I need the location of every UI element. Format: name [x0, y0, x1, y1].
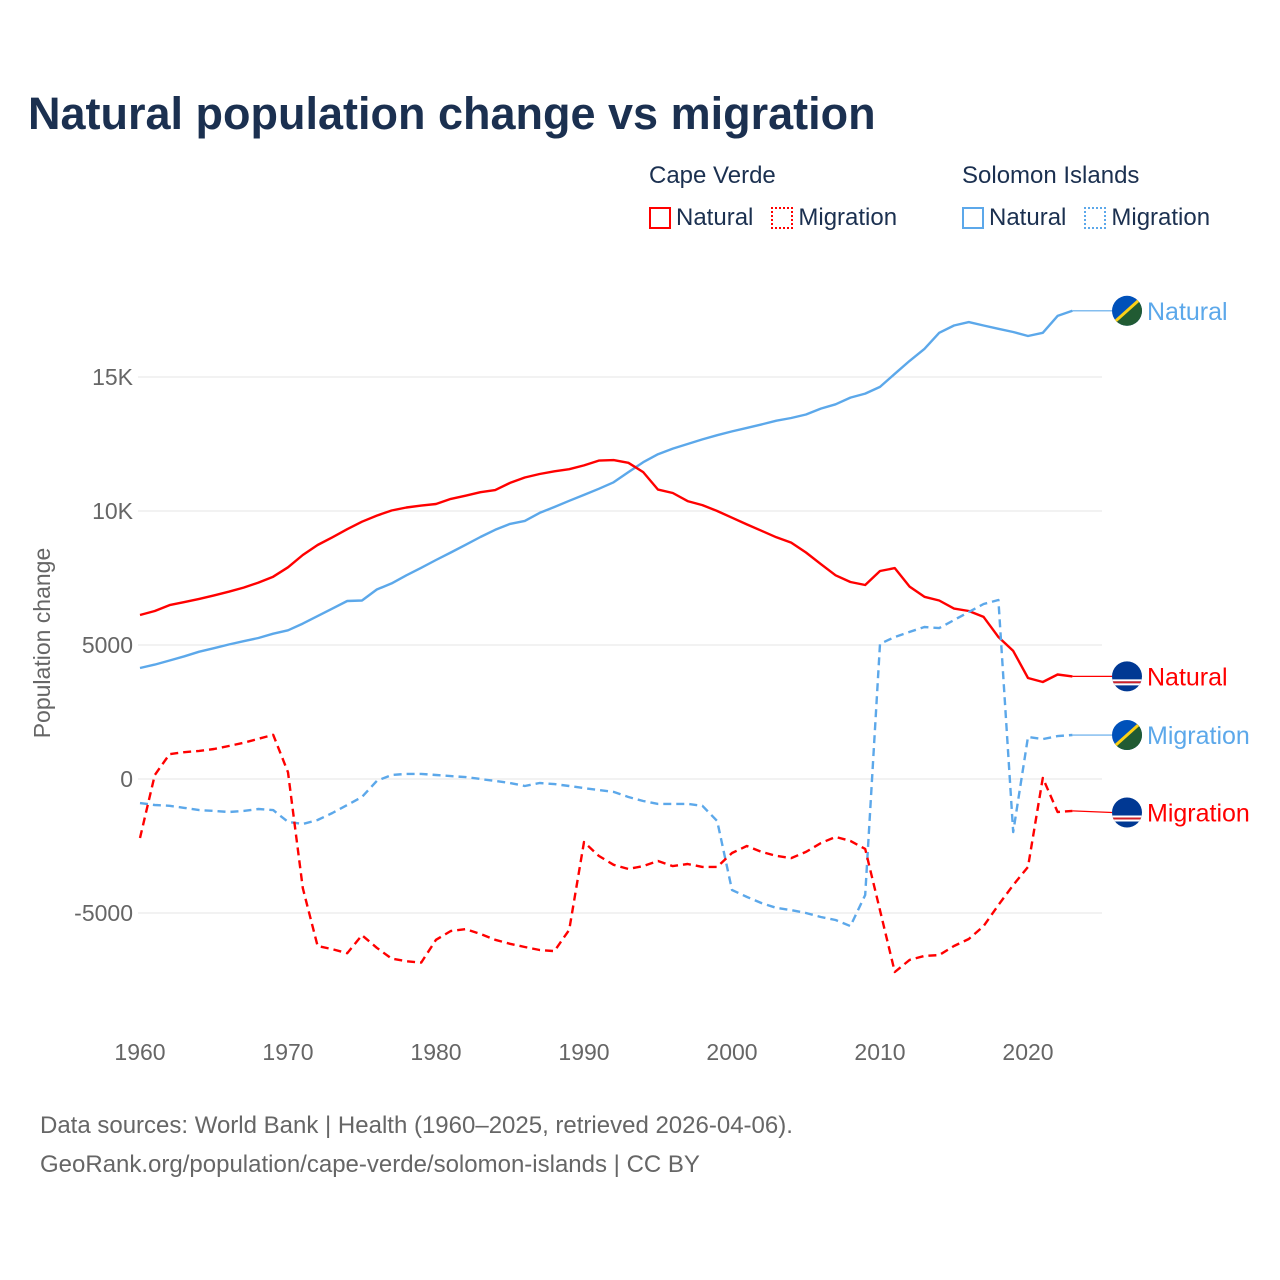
legend-item-si-natural[interactable]: Natural [962, 204, 1066, 232]
x-tick-label: 1990 [558, 1039, 609, 1065]
end-label: Natural [1147, 663, 1228, 691]
solid-swatch-icon [649, 207, 671, 229]
series-lines [138, 309, 1073, 974]
cape-verde-flag-icon [1112, 797, 1142, 828]
legend-item-cv-natural[interactable]: Natural [649, 204, 753, 232]
x-tick-label: 2010 [854, 1039, 905, 1065]
x-tick-label: 2020 [1002, 1039, 1053, 1065]
data-source-text: Data sources: World Bank | Health (1960–… [40, 1112, 793, 1139]
legend-group-name: Solomon Islands [962, 162, 1140, 189]
y-axis-ticks: -5000 0 5000 10K 15K [74, 364, 133, 926]
label-connector [1072, 810, 1113, 814]
y-axis-label: Population change [29, 548, 55, 739]
y-tick-label: 10K [92, 498, 134, 524]
legend-solomon-islands: Solomon Islands Natural Migration [962, 162, 1210, 232]
legend-item-si-migration[interactable]: Migration [1084, 204, 1210, 232]
footer: Data sources: World Bank | Health (1960–… [40, 1106, 793, 1184]
x-axis-ticks: 1960 1970 1980 1990 2000 2010 2020 [114, 1039, 1053, 1065]
y-tick-label: 15K [92, 364, 134, 390]
legend-label: Migration [798, 204, 898, 231]
legend-cape-verde: Cape Verde Natural Migration [649, 162, 897, 232]
series-line-solomon-islands-natural [139, 309, 1073, 670]
y-tick-label: 5000 [82, 632, 133, 658]
legend-item-cv-migration[interactable]: Migration [771, 204, 897, 232]
solomon-islands-flag-icon [1112, 720, 1142, 751]
legend-label: Natural [676, 204, 754, 231]
end-label: Natural [1147, 298, 1228, 326]
x-tick-label: 2000 [706, 1039, 757, 1065]
end-label: Migration [1147, 800, 1250, 828]
cape-verde-flag-icon [1112, 661, 1142, 692]
x-tick-label: 1970 [262, 1039, 313, 1065]
y-tick-label: 0 [120, 766, 133, 792]
solomon-islands-flag-icon [1112, 295, 1142, 326]
series-line-cape-verde-natural [139, 458, 1073, 684]
gridlines [138, 376, 1102, 914]
series-line-cape-verde-migration [138, 733, 1073, 974]
x-tick-label: 1980 [410, 1039, 461, 1065]
legend-label: Natural [989, 204, 1067, 231]
end-label: Migration [1147, 722, 1250, 750]
legend-label: Migration [1111, 204, 1211, 231]
solid-swatch-icon [962, 207, 984, 229]
dotted-swatch-icon [1084, 207, 1107, 229]
y-tick-label: -5000 [74, 900, 133, 926]
dotted-swatch-icon [771, 207, 794, 229]
source-link[interactable]: GeoRank.org/population/cape-verde/solomo… [40, 1151, 700, 1178]
chart-title: Natural population change vs migration [28, 88, 876, 139]
series-line-solomon-islands-migration [139, 598, 1073, 928]
x-tick-label: 1960 [114, 1039, 165, 1065]
end-labels: Natural Natural Migration Migration [1072, 295, 1250, 828]
legend-group-name: Cape Verde [649, 162, 776, 189]
